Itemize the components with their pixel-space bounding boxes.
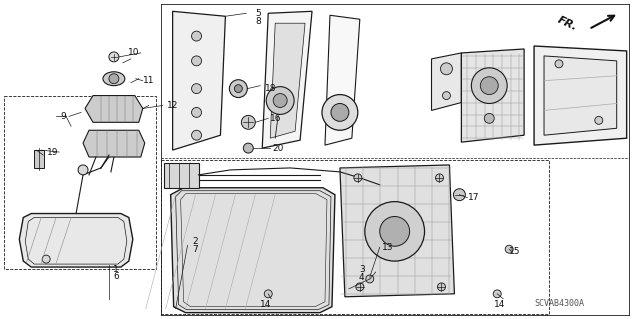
Text: 5: 5: [255, 9, 261, 18]
Circle shape: [354, 174, 362, 182]
Circle shape: [109, 74, 119, 84]
Text: 20: 20: [273, 144, 284, 152]
Bar: [35, 150, 44, 168]
Polygon shape: [171, 188, 335, 313]
Text: 10: 10: [128, 48, 140, 57]
Text: 11: 11: [143, 76, 154, 85]
Circle shape: [331, 103, 349, 121]
Text: SCVAB4300A: SCVAB4300A: [534, 299, 584, 308]
Circle shape: [266, 87, 294, 115]
Polygon shape: [461, 49, 524, 142]
Text: FR.: FR.: [556, 14, 579, 32]
Polygon shape: [431, 53, 461, 110]
Polygon shape: [270, 23, 305, 138]
Circle shape: [380, 217, 410, 246]
Circle shape: [356, 283, 364, 291]
Circle shape: [264, 290, 272, 298]
Ellipse shape: [103, 72, 125, 85]
Circle shape: [191, 31, 202, 41]
Text: 14: 14: [493, 300, 505, 309]
Polygon shape: [19, 213, 133, 267]
Text: 17: 17: [468, 193, 479, 202]
Circle shape: [453, 189, 465, 201]
Circle shape: [595, 116, 603, 124]
Text: 16: 16: [271, 114, 282, 123]
Circle shape: [191, 56, 202, 66]
Text: 19: 19: [47, 148, 59, 157]
Polygon shape: [544, 56, 617, 135]
Circle shape: [273, 93, 287, 108]
Text: 8: 8: [255, 17, 261, 26]
Circle shape: [435, 174, 444, 182]
Circle shape: [322, 94, 358, 130]
Circle shape: [234, 85, 243, 93]
Text: 18: 18: [264, 84, 276, 93]
Circle shape: [365, 202, 424, 261]
Circle shape: [440, 63, 452, 75]
Bar: [161, 160, 549, 314]
Polygon shape: [83, 130, 145, 157]
Text: 1: 1: [113, 264, 119, 273]
Circle shape: [243, 143, 253, 153]
Circle shape: [493, 290, 501, 298]
Circle shape: [366, 275, 374, 283]
Text: 14: 14: [260, 300, 271, 309]
Text: 4: 4: [359, 273, 365, 282]
Circle shape: [442, 92, 451, 100]
Circle shape: [109, 52, 119, 62]
Text: 7: 7: [193, 245, 198, 254]
Circle shape: [191, 130, 202, 140]
Circle shape: [471, 68, 507, 103]
Circle shape: [505, 245, 513, 253]
Circle shape: [484, 114, 494, 123]
Circle shape: [480, 77, 498, 94]
Polygon shape: [534, 46, 627, 145]
Circle shape: [241, 115, 255, 129]
Circle shape: [42, 255, 50, 263]
Circle shape: [78, 165, 88, 175]
Bar: [4, 96, 156, 269]
Circle shape: [191, 108, 202, 117]
Polygon shape: [325, 15, 360, 145]
Circle shape: [191, 84, 202, 93]
Circle shape: [229, 80, 247, 98]
Bar: [164, 163, 198, 188]
Text: 15: 15: [509, 247, 521, 256]
Circle shape: [438, 283, 445, 291]
Polygon shape: [340, 165, 454, 297]
Text: 9: 9: [60, 112, 66, 121]
Polygon shape: [173, 11, 225, 150]
Circle shape: [555, 60, 563, 68]
Polygon shape: [85, 96, 143, 122]
Text: 2: 2: [193, 237, 198, 246]
Text: 13: 13: [382, 243, 394, 252]
Polygon shape: [262, 11, 312, 148]
Text: 3: 3: [359, 264, 365, 273]
Text: 12: 12: [167, 101, 179, 110]
Text: 6: 6: [113, 272, 119, 281]
